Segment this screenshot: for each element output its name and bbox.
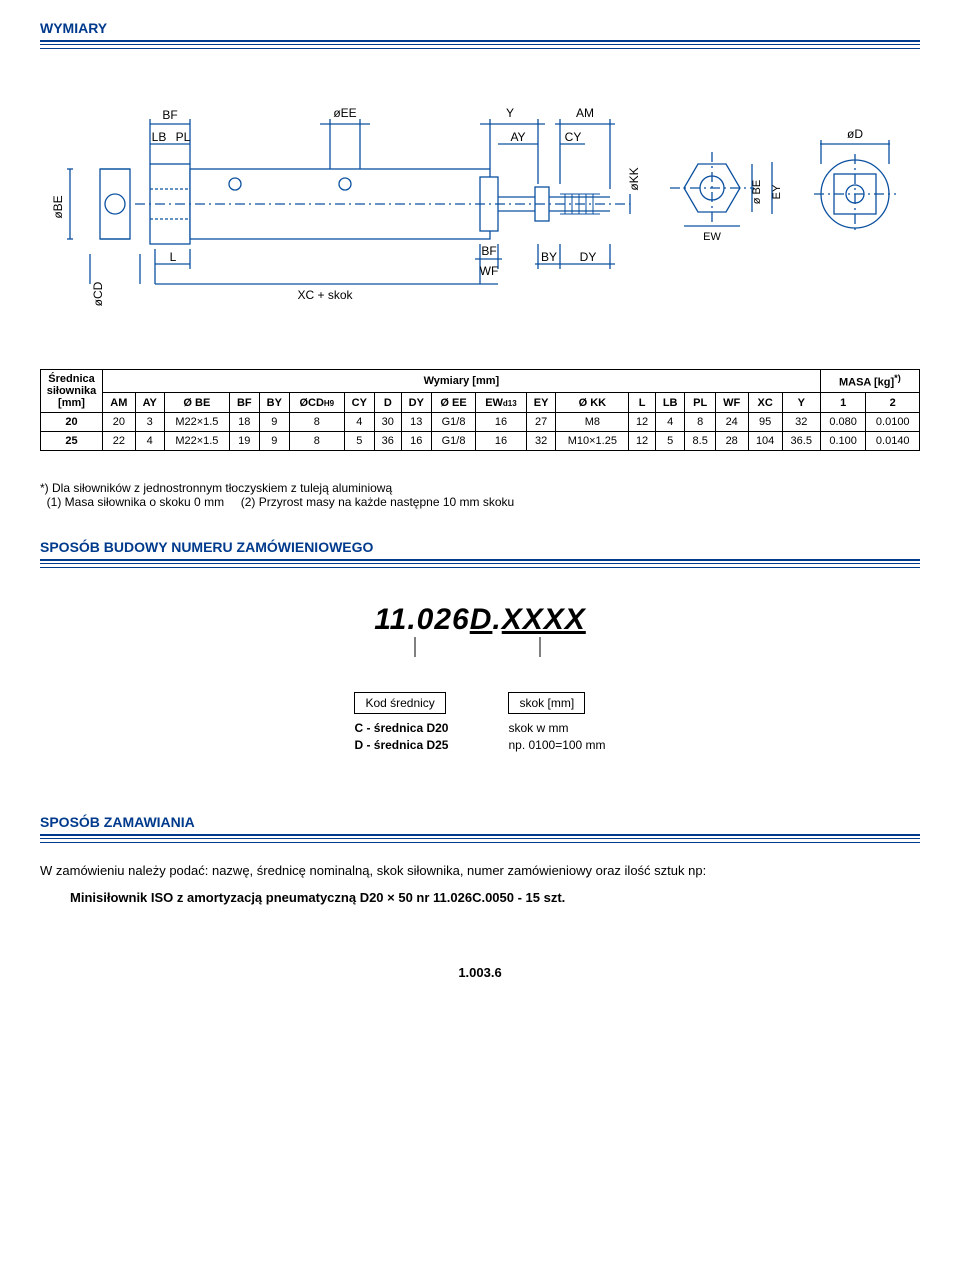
table-row: 20203M22×1.5189843013G1/81627M8124824953… — [41, 413, 920, 432]
th-masa: MASA [kg]*) — [820, 370, 919, 393]
lbl-y: Y — [506, 106, 514, 120]
order-legend: Kod średnicy C - średnica D20 D - średni… — [40, 692, 920, 754]
page-number: 1.003.6 — [40, 965, 920, 980]
lbl-cy: CY — [565, 130, 582, 144]
lbl-pl: PL — [176, 130, 191, 144]
rule-single-3 — [40, 842, 920, 843]
rule-double — [40, 40, 920, 45]
dimensions-table-wrap: Średnica siłownika [mm] Wymiary [mm] MAS… — [40, 369, 920, 451]
rule-double-3 — [40, 834, 920, 839]
rule-single — [40, 48, 920, 49]
th-c5: ØCDH9 — [289, 393, 344, 413]
table-row: 25224M22×1.5199853616G1/81632M10×1.25125… — [41, 432, 920, 451]
cylinder-diagram: øBE øCD BF LB PL — [40, 69, 920, 329]
th-c6: CY — [344, 393, 374, 413]
lbl-od: øD — [847, 127, 863, 141]
lbl-ew: EW — [703, 231, 721, 243]
lbl-xcskok: XC + skok — [297, 288, 353, 302]
dimensions-table: Średnica siłownika [mm] Wymiary [mm] MAS… — [40, 369, 920, 451]
ordering-example: Minisiłownik ISO z amortyzacją pneumatyc… — [70, 890, 920, 905]
th-c13: L — [629, 393, 656, 413]
th-c11: EY — [526, 393, 556, 413]
rule-double-2 — [40, 559, 920, 564]
legend-right: skok [mm] skok w mm np. 0100=100 mm — [508, 692, 605, 754]
th-c2: Ø BE — [164, 393, 229, 413]
lbl-oee: øEE — [333, 106, 356, 120]
lbl-ay: AY — [510, 130, 525, 144]
order-code-arrows — [280, 637, 680, 667]
th-diameter: Średnica siłownika [mm] — [41, 370, 103, 413]
th-c7: D — [375, 393, 402, 413]
lbl-am: AM — [576, 106, 594, 120]
th-c20: 2 — [866, 393, 920, 413]
lbl-obe2: ø BE — [751, 180, 763, 204]
th-wymiary: Wymiary [mm] — [103, 370, 821, 393]
th-c18: Y — [782, 393, 820, 413]
section-title-budowy: SPOSÓB BUDOWY NUMERU ZAMÓWIENIOWEGO — [40, 539, 920, 555]
th-c14: LB — [655, 393, 685, 413]
order-code-text: 11.026D.XXXX — [374, 603, 586, 637]
lbl-bf: BF — [162, 108, 177, 122]
th-c3: BF — [229, 393, 259, 413]
footnote: *) Dla siłowników z jednostronnym tłoczy… — [40, 481, 920, 509]
th-columns-row: AM AY Ø BE BF BY ØCDH9 CY D DY Ø EE EWd1… — [41, 393, 920, 413]
legend-left-lines: C - średnica D20 D - średnica D25 — [354, 720, 448, 754]
lbl-l: L — [170, 250, 177, 264]
lbl-lb: LB — [152, 130, 167, 144]
th-c8: DY — [401, 393, 431, 413]
lbl-dy: DY — [580, 250, 597, 264]
th-c19: 1 — [820, 393, 866, 413]
th-c4: BY — [259, 393, 289, 413]
ordering-text: W zamówieniu należy podać: nazwę, średni… — [40, 863, 920, 878]
legend-left: Kod średnicy C - średnica D20 D - średni… — [354, 692, 448, 754]
lbl-okk: øKK — [627, 167, 641, 190]
th-c16: WF — [715, 393, 748, 413]
th-c15: PL — [685, 393, 715, 413]
lbl-bf2: BF — [481, 244, 496, 258]
th-c12: Ø KK — [556, 393, 629, 413]
order-code-block: 11.026D.XXXX Kod średnicy C - średnica D… — [40, 603, 920, 754]
legend-left-title: Kod średnicy — [354, 692, 445, 714]
th-c10: EWd13 — [476, 393, 527, 413]
section-title-zamawiania: SPOSÓB ZAMAWIANIA — [40, 814, 920, 830]
lbl-ocd: øCD — [91, 281, 105, 306]
rule-single-2 — [40, 567, 920, 568]
th-c9: Ø EE — [431, 393, 475, 413]
th-c1: AY — [135, 393, 164, 413]
th-c0: AM — [103, 393, 136, 413]
lbl-by: BY — [541, 250, 557, 264]
legend-right-lines: skok w mm np. 0100=100 mm — [508, 720, 605, 754]
lbl-ey: EY — [771, 184, 783, 199]
technical-drawing: øBE øCD BF LB PL — [40, 69, 920, 339]
lbl-obe: øBE — [51, 195, 65, 218]
section-title-wymiary: WYMIARY — [40, 20, 920, 36]
lbl-wf: WF — [480, 264, 499, 278]
th-c17: XC — [748, 393, 782, 413]
legend-right-title: skok [mm] — [508, 692, 585, 714]
